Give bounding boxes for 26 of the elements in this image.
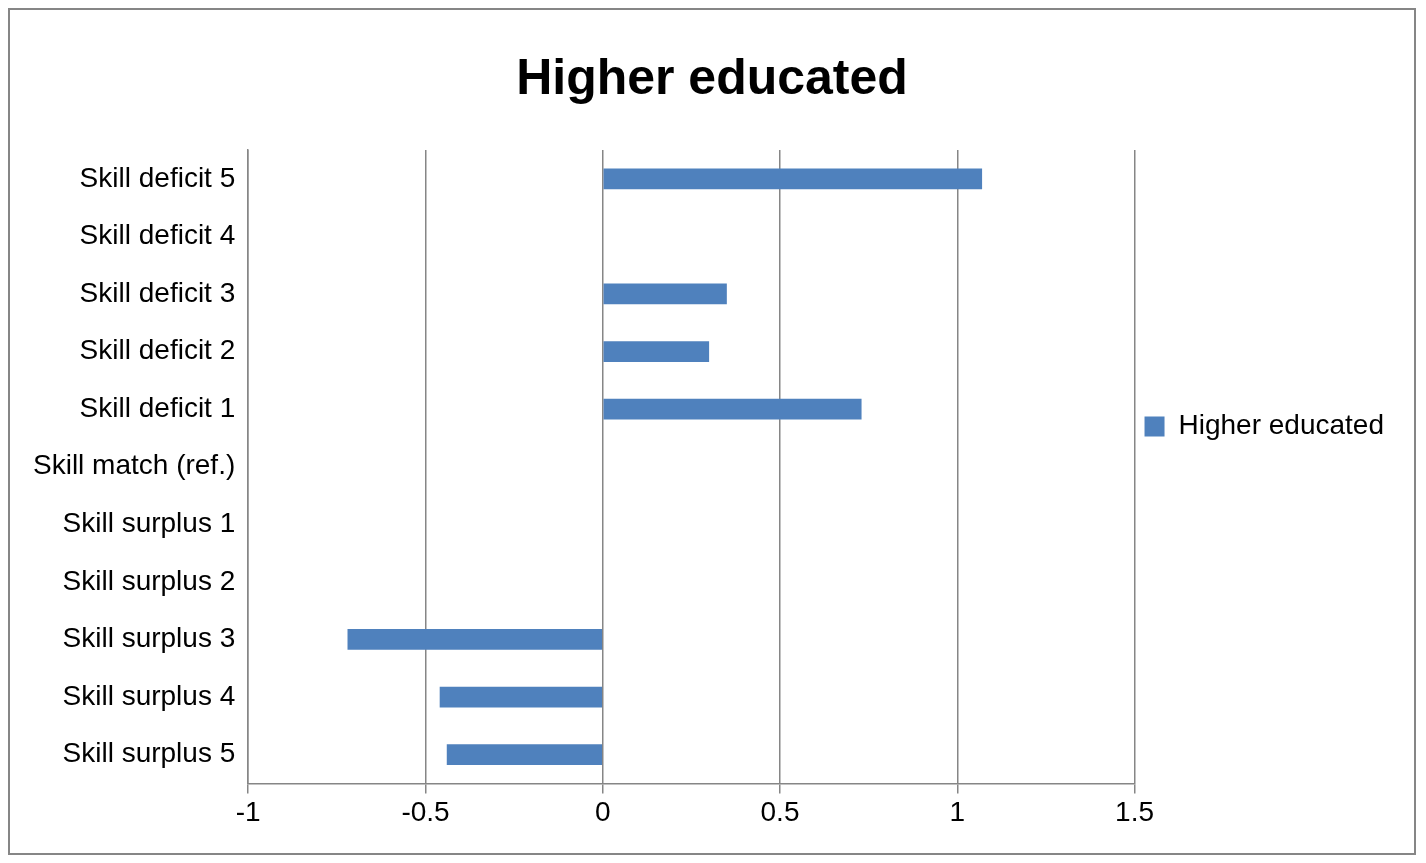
x-tick-label: -0.5 [401, 795, 450, 827]
y-tick-label: Skill surplus 2 [62, 564, 236, 596]
bar [603, 398, 862, 420]
bar [603, 341, 710, 362]
y-tick-label: Skill surplus 5 [62, 737, 236, 769]
y-tick-label: Skill surplus 4 [62, 679, 236, 711]
chart-title: Higher educated [516, 48, 908, 105]
y-tick-label: Skill surplus 1 [62, 507, 236, 538]
y-tick-label: Skill deficit 1 [79, 391, 236, 423]
bar [347, 629, 603, 650]
y-tick-label: Skill deficit 3 [79, 276, 236, 308]
x-tick-label: -1 [235, 795, 261, 827]
y-tick-label: Skill deficit 4 [79, 219, 236, 251]
y-tick-label: Skill deficit 2 [79, 334, 236, 366]
y-tick-label: Skill deficit 5 [79, 161, 236, 193]
y-tick-label: Skill match (ref.) [33, 449, 236, 481]
x-tick-label: 1.5 [1115, 795, 1154, 827]
bar [603, 168, 983, 190]
bar [446, 744, 603, 765]
x-tick-label: 1 [949, 795, 966, 827]
bar [439, 686, 603, 708]
x-tick-label: 0 [594, 795, 611, 827]
y-tick-label: Skill surplus 3 [62, 622, 236, 654]
x-tick-label: 0.5 [760, 795, 800, 827]
legend-label: Higher educated [1178, 409, 1385, 441]
bar [603, 283, 727, 305]
